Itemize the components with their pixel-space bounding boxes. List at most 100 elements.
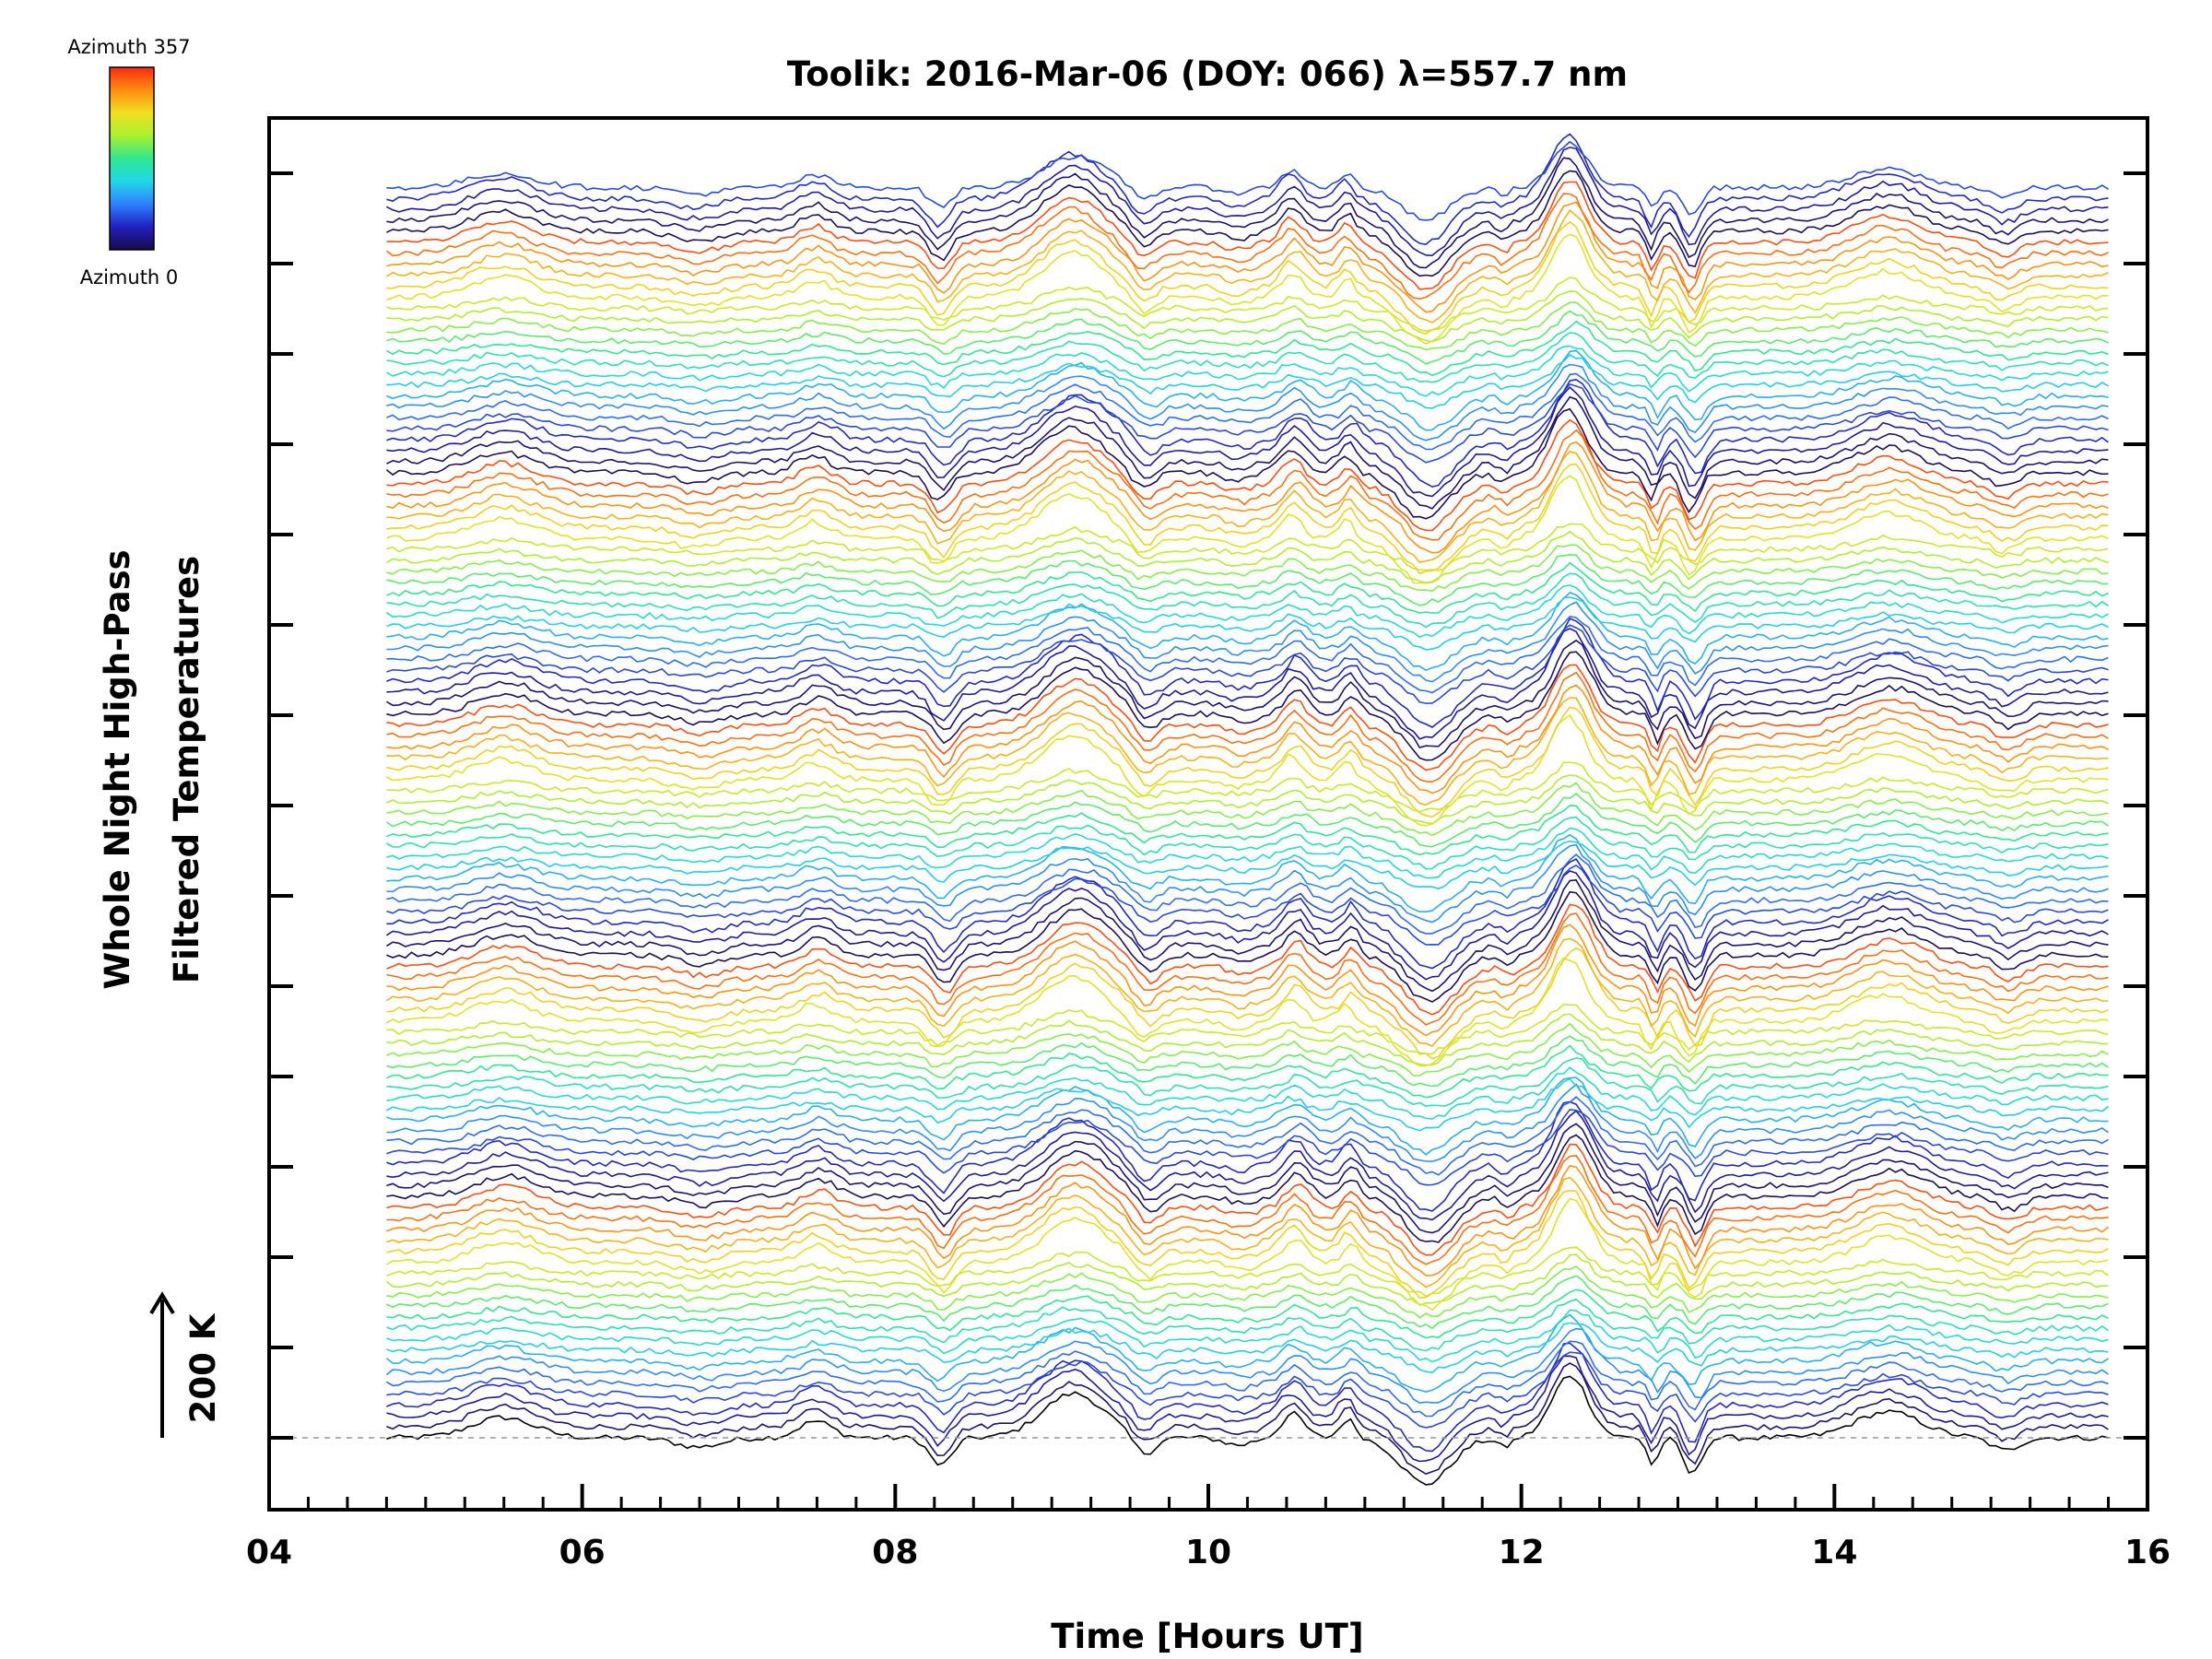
- temperature-trace: [386, 912, 2109, 1026]
- temperature-trace: [386, 782, 2109, 837]
- temperature-trace: [386, 1288, 2109, 1339]
- temperature-trace: [386, 1077, 2109, 1156]
- temperature-trace: [386, 864, 2109, 946]
- temperature-trace: [386, 561, 2109, 614]
- temperature-trace: [386, 418, 2109, 532]
- temperature-trace: [386, 601, 2109, 683]
- temperature-trace: [386, 840, 2109, 890]
- temperature-trace: [386, 1351, 2109, 1429]
- temperature-trace: [386, 1362, 2109, 1476]
- x-tick-label: 04: [246, 1534, 292, 1571]
- temperature-trace: [386, 1355, 2109, 1463]
- temperature-trace: [385, 639, 2109, 749]
- temperature-trace: [386, 290, 2109, 343]
- temperature-trace: [385, 870, 2109, 981]
- temperature-trace: [386, 1083, 2109, 1162]
- temperature-trace: [386, 651, 2109, 761]
- temperature-trace: [385, 937, 2109, 1047]
- temperature-trace: [386, 761, 2109, 813]
- scale-arrow-head: [149, 1291, 175, 1315]
- temperature-trace: [386, 353, 2109, 409]
- temperature-trace: [386, 382, 2109, 464]
- temperature-trace: [386, 774, 2109, 825]
- temperature-trace: [386, 378, 2109, 488]
- temperature-trace: [386, 833, 2109, 913]
- x-tick-label: 16: [2124, 1534, 2171, 1571]
- temperature-trace: [386, 1022, 2109, 1077]
- temperature-trace: [386, 618, 2109, 728]
- temperature-trace: [386, 1176, 2109, 1288]
- temperature-trace: [385, 193, 2109, 300]
- temperature-trace: [386, 320, 2109, 377]
- temperature-trace: [385, 407, 2109, 520]
- x-axis: 04 06 08 10 12 14 16: [246, 1484, 2171, 1571]
- temperature-trace: [386, 475, 2109, 584]
- temperature-trace: [386, 903, 2109, 1016]
- temperature-trace: [386, 1013, 2109, 1066]
- temperature-trace: [386, 310, 2109, 365]
- temperature-trace: [386, 1322, 2109, 1374]
- colorbar: [109, 66, 155, 251]
- plot-frame: [267, 116, 2149, 1512]
- temperature-trace: [386, 1155, 2109, 1265]
- temperature-trace: [386, 1003, 2109, 1055]
- temperature-trace: [386, 843, 2109, 924]
- temperature-trace: [386, 1100, 2109, 1212]
- temperature-trace: [386, 1057, 2109, 1108]
- temperature-trace: [386, 697, 2109, 806]
- temperature-trace: [386, 1342, 2109, 1453]
- temperature-trace: [386, 140, 2109, 221]
- temperature-trace: [386, 276, 2109, 333]
- temperature-trace: [385, 1253, 2109, 1307]
- x-tick-label: 08: [872, 1534, 918, 1571]
- temperature-trace: [386, 386, 2109, 498]
- temperature-trace: [386, 1197, 2109, 1312]
- temperature-trace: [386, 1066, 2109, 1120]
- temperature-trace: [386, 816, 2109, 870]
- x-tick-label: 12: [1499, 1534, 1545, 1571]
- temperature-trace: [386, 853, 2109, 935]
- temperature-trace: [386, 332, 2109, 383]
- temperature-trace: [386, 372, 2109, 451]
- temperature-trace: [386, 1275, 2109, 1330]
- temperature-trace: [386, 395, 2109, 510]
- y-axis: [269, 171, 2147, 1440]
- temperature-trace: [386, 170, 2109, 277]
- temperature-trace: [386, 1123, 2109, 1234]
- temperature-trace: [386, 1077, 2109, 1132]
- temperature-trace: [385, 1340, 2109, 1418]
- temperature-trace: [386, 363, 2109, 441]
- temperature-trace: [386, 591, 2109, 672]
- x-tick-label: 10: [1185, 1534, 1231, 1571]
- temperature-trace: [386, 713, 2109, 827]
- temperature-trace: [386, 947, 2109, 1060]
- temperature-trace: [386, 857, 2109, 970]
- temperature-trace: [386, 157, 2109, 269]
- temperature-trace: [386, 1035, 2109, 1088]
- temperature-trace: [386, 1134, 2109, 1243]
- temperature-trace: [385, 1327, 2109, 1405]
- temperature-trace: [386, 1309, 2109, 1363]
- temperature-trace: [386, 1246, 2109, 1298]
- temperature-trace: [386, 1265, 2109, 1319]
- colorbar-min-label: Azimuth 0: [80, 266, 179, 288]
- temperature-trace: [386, 1298, 2109, 1352]
- temperature-trace: [385, 584, 2109, 639]
- temperature-trace: [386, 220, 2109, 335]
- y-axis-label-line1: Whole Night High-Pass: [98, 549, 137, 989]
- temperature-trace: [386, 147, 2109, 257]
- temperature-trace: [386, 181, 2109, 290]
- temperature-trace: [386, 1108, 2109, 1186]
- temperature-trace: [386, 463, 2109, 575]
- temperature-trace: [385, 1313, 2109, 1394]
- temperature-trace: [385, 208, 2109, 324]
- temperature-trace: [386, 706, 2109, 818]
- scale-bar-label: 200 K: [183, 1312, 223, 1423]
- y-axis-label-line2: Filtered Temperatures: [167, 556, 206, 983]
- temperature-trace: [386, 671, 2109, 783]
- temperature-trace: [386, 924, 2109, 1037]
- temperature-trace: [386, 1096, 2109, 1176]
- temperature-trace: [386, 596, 2109, 651]
- temperature-trace: [386, 1375, 2109, 1486]
